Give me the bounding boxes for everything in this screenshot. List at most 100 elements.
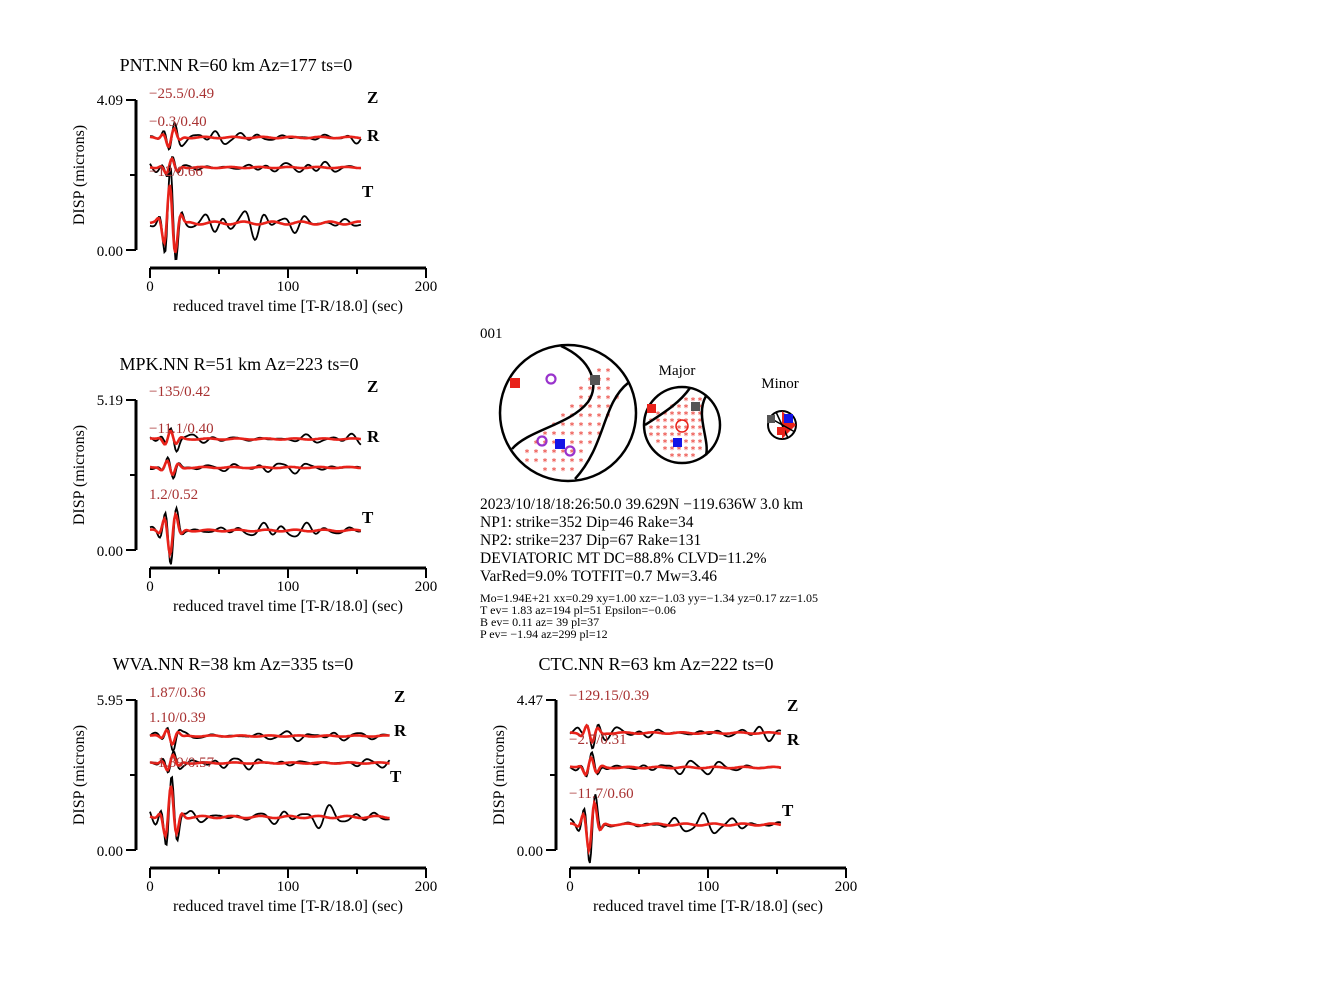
x-tick-label: 100 xyxy=(277,879,300,895)
minor-label: Minor xyxy=(761,376,799,392)
polarity-star: * xyxy=(615,395,620,405)
polarity-star: * xyxy=(597,395,602,405)
observed-trace-t xyxy=(149,504,362,565)
beachball-major: ** * ** * * * * * ** * * * * * * ** * * * * * * ** * * * * * * ** * * * *… xyxy=(642,385,722,465)
polarity-star: * xyxy=(543,458,548,468)
polarity-star: * xyxy=(552,467,557,477)
component-label-z: Z xyxy=(787,696,798,715)
y-tick-label-top: 4.47 xyxy=(517,693,544,709)
observed-trace-t xyxy=(149,165,362,261)
fit-label-t: 1.2/0.52 xyxy=(149,487,198,503)
polarity-star: * xyxy=(663,446,668,456)
polarity-star: * xyxy=(552,431,557,441)
y-axis-label: DISP (microns) xyxy=(71,725,88,825)
axes xyxy=(126,399,427,578)
fit-label-z: 1.87/0.36 xyxy=(149,685,206,701)
waveform-panel-mpk: MPK.NN R=51 km Az=223 ts=0 DISP (microns… xyxy=(71,354,437,615)
component-label-r: R xyxy=(367,126,380,145)
polarity-star: * xyxy=(543,467,548,477)
polarity-star: * xyxy=(677,453,682,463)
observed-trace-r xyxy=(149,156,362,178)
t-eigen-line: T ev= 1.83 az=194 pl=51 Epsilon=−0.06 xyxy=(480,603,676,617)
polarity-star: * xyxy=(698,425,703,435)
polarity-star: * xyxy=(570,431,575,441)
component-label-r: R xyxy=(394,721,407,740)
polarity-star: * xyxy=(579,413,584,423)
synthetic-trace-r xyxy=(149,156,361,175)
mechanism-id: 001 xyxy=(480,326,503,342)
b-eigen-line: B ev= 0.11 az= 39 pl=37 xyxy=(480,615,599,629)
polarity-star: * xyxy=(656,418,661,428)
synthetic-trace-r xyxy=(150,752,390,772)
polarity-star: * xyxy=(670,446,675,456)
traces xyxy=(149,121,362,261)
fit-label-t: −11.7/0.60 xyxy=(569,786,634,802)
synthetic-trace-z xyxy=(149,126,362,149)
polarity-star: * xyxy=(543,449,548,459)
polarity-star: * xyxy=(677,432,682,442)
component-label-t: T xyxy=(362,508,374,527)
polarity-star: * xyxy=(691,425,696,435)
polarity-star: * xyxy=(552,458,557,468)
polarity-star: * xyxy=(525,458,530,468)
polarity-star: * xyxy=(670,439,675,449)
polarity-star: * xyxy=(588,431,593,441)
polarity-star: * xyxy=(579,386,584,396)
component-label-t: T xyxy=(362,182,374,201)
event-info-line: 2023/10/18/18:26:50.0 39.629N −119.636W … xyxy=(480,496,803,513)
x-tick-label: 100 xyxy=(697,879,720,895)
polarity-star: * xyxy=(670,411,675,421)
polarity-star: * xyxy=(597,422,602,432)
polarity-star: * xyxy=(597,368,602,378)
polarity-star: * xyxy=(561,458,566,468)
x-tick-label: 100 xyxy=(277,279,300,295)
y-tick-label-bottom: 0.00 xyxy=(97,844,123,860)
y-tick-label-bottom: 0.00 xyxy=(97,244,123,260)
observed-trace-t xyxy=(149,775,390,847)
polarity-star: * xyxy=(691,411,696,421)
y-tick-label-bottom: 0.00 xyxy=(97,544,123,560)
polarity-star: * xyxy=(570,440,575,450)
polarity-star: * xyxy=(684,439,689,449)
polarity-star: * xyxy=(606,368,611,378)
traces xyxy=(569,723,782,864)
polarity-star: * xyxy=(552,449,557,459)
x-tick-label: 200 xyxy=(415,879,438,895)
beachball-main: * *** * * ** * * * ** * * * ** * * * * ** * * * * ** * * * * * ** * * *… xyxy=(498,343,638,483)
polarity-star: * xyxy=(670,432,675,442)
x-tick-label: 100 xyxy=(277,579,300,595)
polarity-star: * xyxy=(579,431,584,441)
polarity-star: * xyxy=(534,458,539,468)
polarity-star: * xyxy=(534,440,539,450)
observed-trace-z xyxy=(149,726,390,753)
waveform-panel-ctc: CTC.NN R=63 km Az=222 ts=0 DISP (microns… xyxy=(491,654,857,915)
polarity-star: * xyxy=(677,418,682,428)
axes xyxy=(126,99,427,278)
focal-mechanism: 001 Major Minor * *** * * ** * * * ** * * * ** * * * * **… xyxy=(480,326,818,641)
polarity-star: * xyxy=(606,386,611,396)
axes xyxy=(126,699,427,878)
x-tick-label: 0 xyxy=(146,279,154,295)
polarity-star: * xyxy=(670,453,675,463)
fit-label-z: −135/0.42 xyxy=(149,384,210,400)
polarity-star: * xyxy=(570,404,575,414)
polarity-star: * xyxy=(698,439,703,449)
polarity-star: * xyxy=(588,440,593,450)
traces xyxy=(149,726,391,847)
x-tick-label: 0 xyxy=(146,579,154,595)
y-tick-label-top: 4.09 xyxy=(97,93,123,109)
polarity-star: * xyxy=(570,422,575,432)
x-axis-label: reduced travel time [T-R/18.0] (sec) xyxy=(173,898,403,915)
fit-label-r: −11.1/0.40 xyxy=(149,421,214,437)
component-label-z: Z xyxy=(367,377,378,396)
x-tick-label: 0 xyxy=(146,879,154,895)
panel-title: MPK.NN R=51 km Az=223 ts=0 xyxy=(120,354,359,374)
fit-label-t: −12/0.66 xyxy=(149,164,203,180)
synthetic-trace-z xyxy=(150,429,362,446)
varred-line: VarRed=9.0% TOTFIT=0.7 Mw=3.46 xyxy=(480,568,717,585)
polarity-star: * xyxy=(525,449,530,459)
polarity-star: * xyxy=(561,413,566,423)
polarity-star: * xyxy=(677,425,682,435)
polarity-star: * xyxy=(552,422,557,432)
panel-title: CTC.NN R=63 km Az=222 ts=0 xyxy=(539,654,774,674)
